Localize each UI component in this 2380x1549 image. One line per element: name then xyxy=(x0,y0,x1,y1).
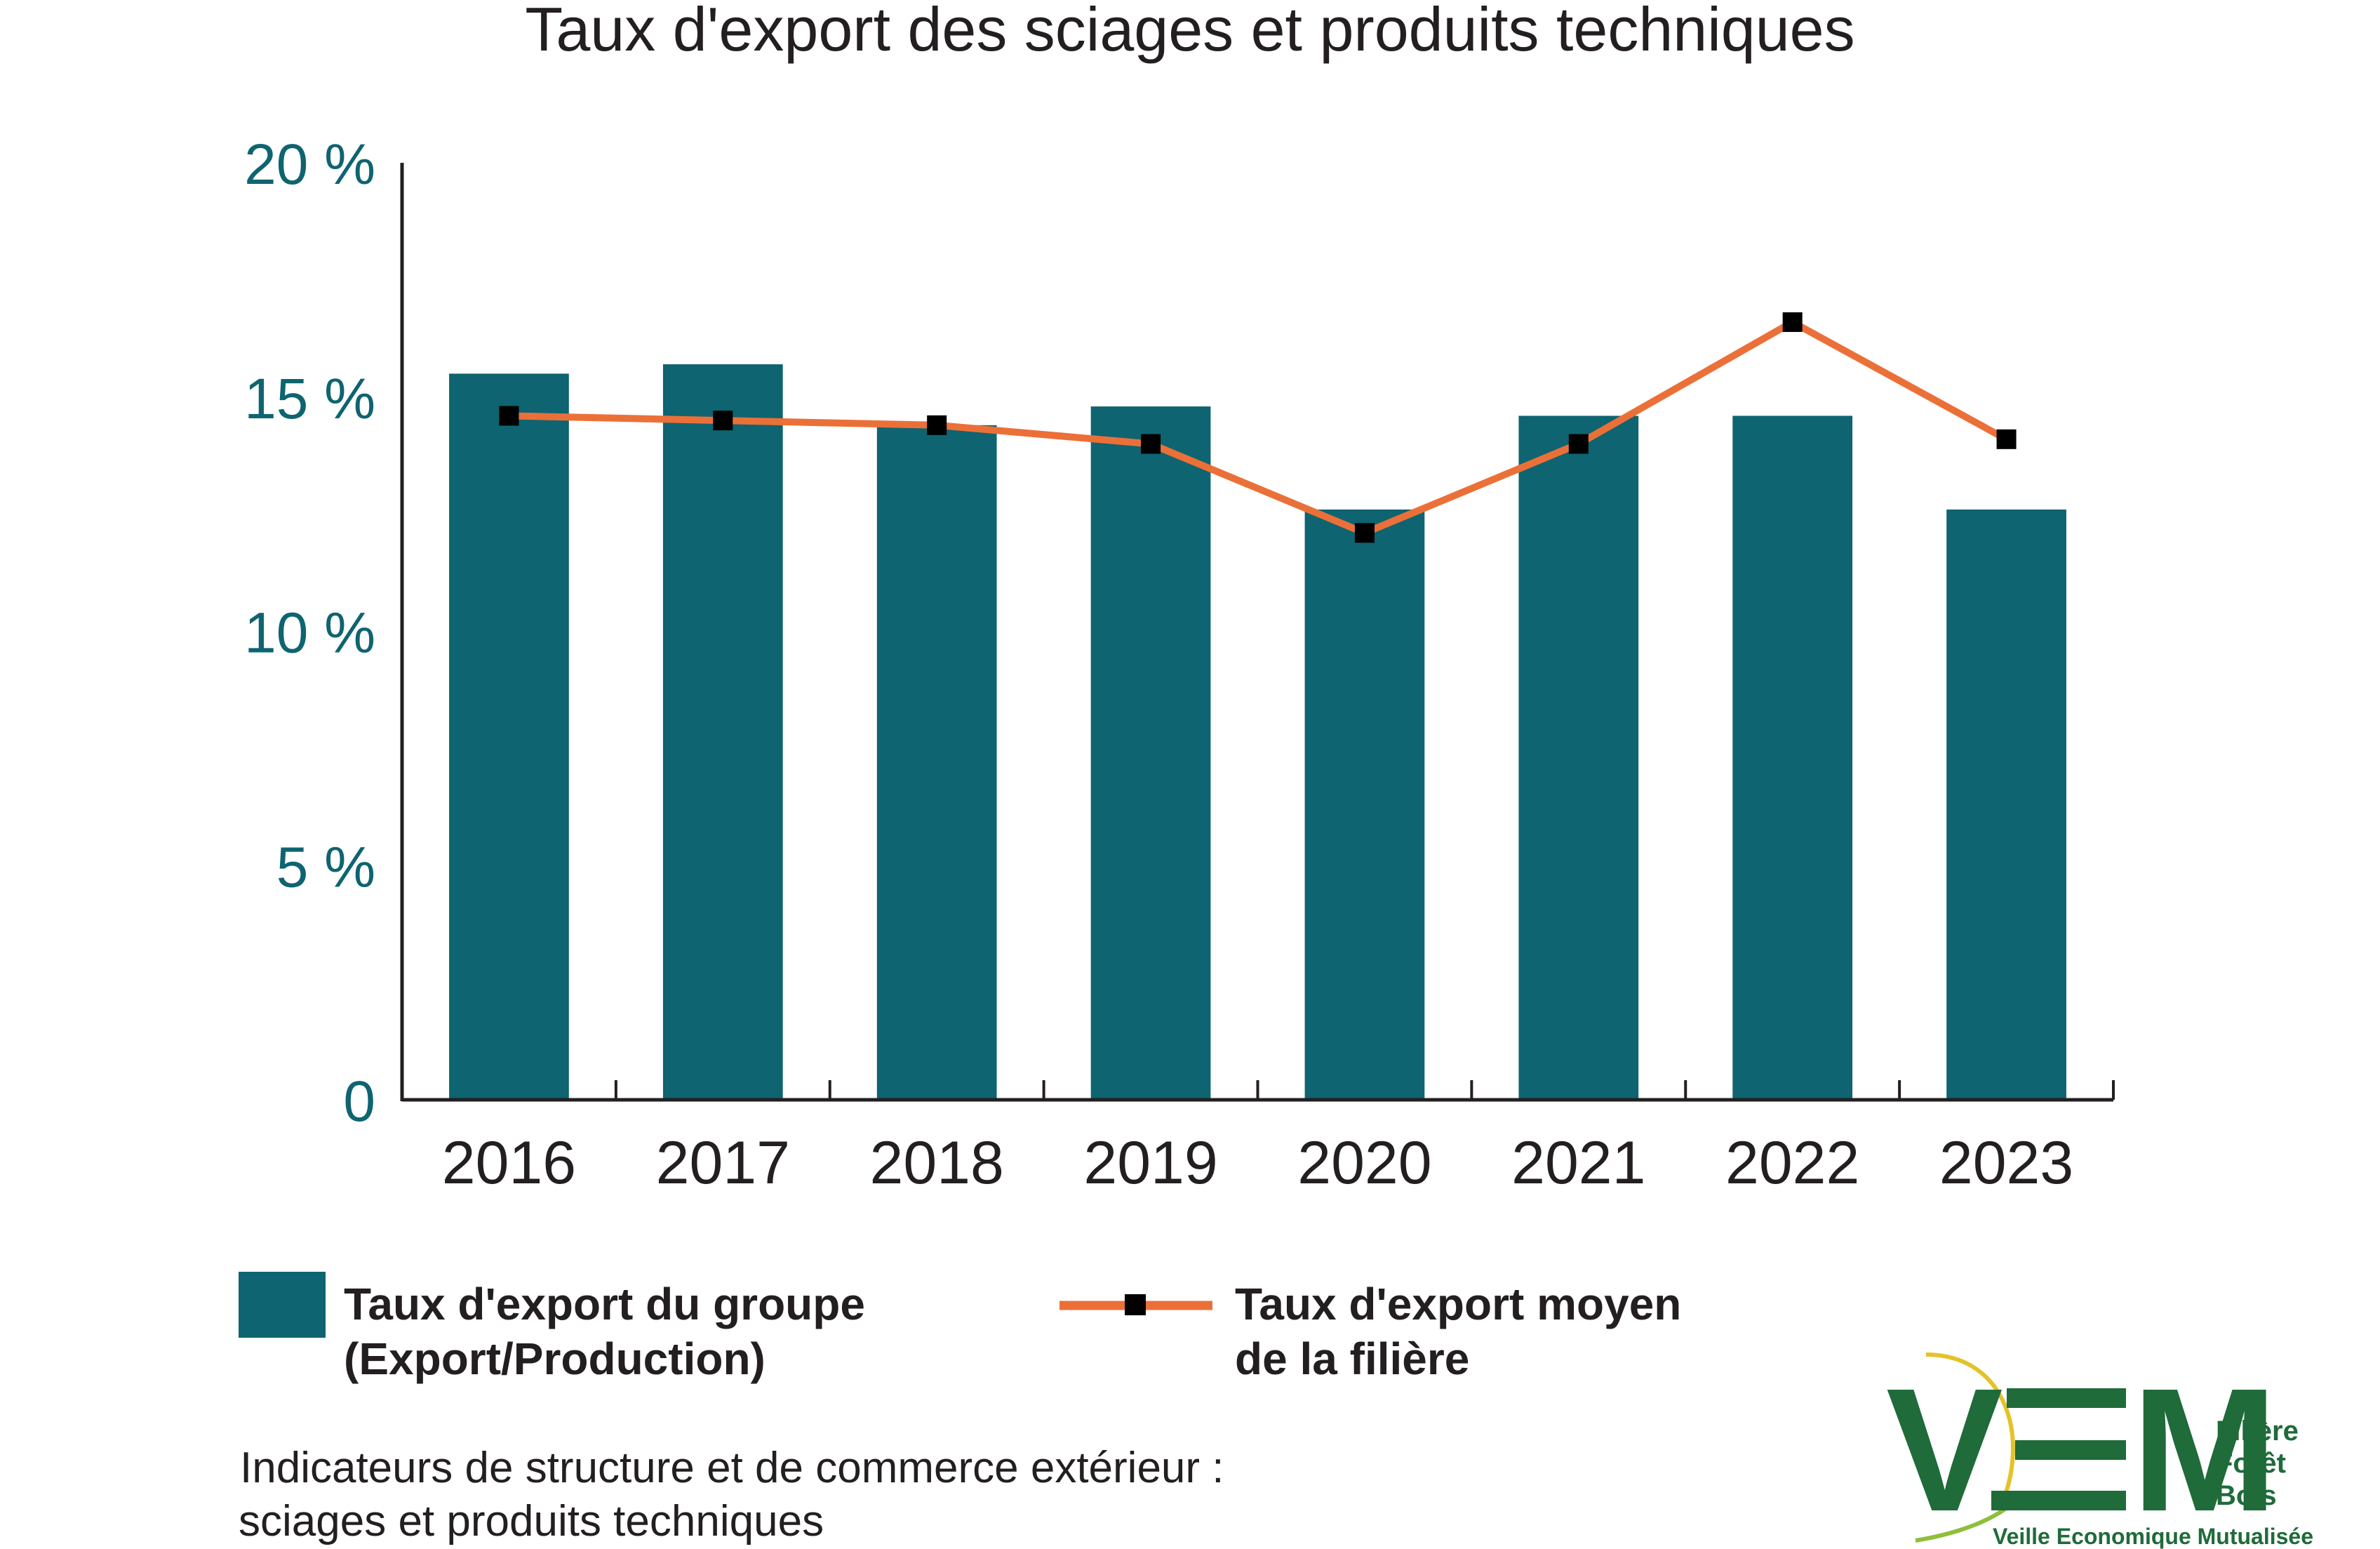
line-point-2016 xyxy=(499,406,519,426)
chart-title: Taux d'export des sciages et produits te… xyxy=(525,0,1854,64)
logo-bois: Bois xyxy=(2216,1480,2277,1511)
logo-e-bars xyxy=(1991,1388,2126,1510)
logo-tagline: Veille Economique Mutualisée xyxy=(1993,1524,2313,1549)
line-point-2020 xyxy=(1354,523,1375,543)
y-tick-label: 5 % xyxy=(276,835,375,899)
line-layer xyxy=(499,312,2017,543)
bar-2016 xyxy=(449,373,569,1100)
x-tick-label: 2020 xyxy=(1297,1129,1431,1197)
x-tick-label: 2021 xyxy=(1511,1129,1645,1197)
line-point-2017 xyxy=(713,411,733,431)
bar-2022 xyxy=(1732,415,1853,1100)
legend-line-marker xyxy=(1125,1294,1146,1315)
x-tick-label: 2017 xyxy=(656,1129,790,1197)
line-point-2022 xyxy=(1782,312,1803,332)
legend-line-label-line2: de la filière xyxy=(1235,1334,1469,1384)
logo-foret: Forêt xyxy=(2216,1448,2286,1479)
bar-2021 xyxy=(1518,415,1639,1100)
legend-line-label-line1: Taux d'export moyen xyxy=(1235,1279,1681,1329)
x-tick-label: 2016 xyxy=(442,1129,576,1197)
y-tick-labels: 0 5 % 10 % 15 % 20 % xyxy=(244,133,375,1134)
line-point-2019 xyxy=(1141,434,1161,454)
legend-bar-label-line1: Taux d'export du groupe xyxy=(344,1279,865,1329)
logo-letter-v: V xyxy=(1886,1352,2003,1548)
line-point-2023 xyxy=(1996,429,2017,449)
x-tick-label: 2022 xyxy=(1725,1129,1859,1197)
bar-2023 xyxy=(1946,509,2066,1100)
footer-line1: Indicateurs de structure et de commerce … xyxy=(240,1444,1224,1492)
line-point-2018 xyxy=(927,415,947,435)
x-tick-label: 2019 xyxy=(1083,1129,1217,1197)
bar-2019 xyxy=(1090,406,1211,1100)
footer-line2: sciages et produits techniques xyxy=(239,1497,824,1545)
bars-layer xyxy=(449,364,2066,1100)
x-tick-labels: 2016 2017 2018 2019 2020 2021 2022 2023 xyxy=(442,1129,2073,1197)
x-tick-label: 2018 xyxy=(870,1129,1004,1197)
bar-2018 xyxy=(876,425,997,1100)
y-tick-label: 10 % xyxy=(244,601,375,665)
y-tick-label: 20 % xyxy=(244,133,375,197)
line-point-2021 xyxy=(1568,434,1589,454)
legend: Taux d'export du groupe (Export/Producti… xyxy=(239,1272,1681,1384)
bar-2017 xyxy=(662,364,783,1100)
tick-layer xyxy=(614,1080,2115,1100)
legend-bar-label-line2: (Export/Production) xyxy=(344,1334,766,1384)
logo-letter-m: M xyxy=(2132,1352,2278,1548)
vem-logo: V M Filière Forêt Bois Veille Economique… xyxy=(1886,1352,2313,1549)
bar-2020 xyxy=(1304,509,1425,1100)
filiere-line xyxy=(509,318,2008,537)
y-tick-label: 0 xyxy=(343,1070,375,1134)
logo-filiere: Filière xyxy=(2216,1416,2299,1447)
y-tick-label: 15 % xyxy=(244,367,375,431)
x-tick-label: 2023 xyxy=(1939,1129,2073,1197)
legend-bar-swatch xyxy=(239,1272,326,1338)
logo-arc-yellow xyxy=(1925,1352,2015,1510)
